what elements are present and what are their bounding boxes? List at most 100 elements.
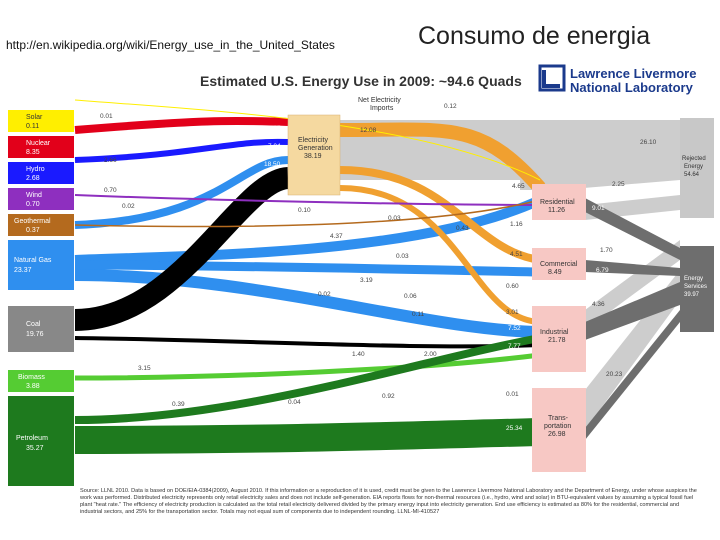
services-value: 39.97 [684, 292, 700, 298]
electricity-line2: Generation [298, 145, 333, 152]
flow-label: 1.40 [352, 351, 365, 358]
flow-paths [74, 99, 546, 454]
flow-label: 0.11 [412, 311, 425, 318]
flow-label: 0.02 [318, 291, 331, 298]
source-wind-value: 0.70 [26, 201, 40, 208]
sankey-diagram: Estimated U.S. Energy Use in 2009: ~94.6… [8, 64, 714, 515]
sector-industrial: Industrial 21.78 [532, 306, 586, 372]
imports-line2: Imports [370, 105, 394, 112]
flow-label: 20.23 [606, 371, 623, 378]
flow-label: 0.92 [382, 393, 395, 400]
source-natural-gas-name: Natural Gas [14, 257, 52, 264]
flow-label: 0.03 [396, 253, 409, 260]
diagram-title: Estimated U.S. Energy Use in 2009: ~94.6… [200, 73, 522, 89]
source-hydro: Hydro 2.68 [8, 162, 74, 184]
sector-transportation: Trans- portation 26.98 [532, 388, 586, 472]
source-petroleum: Petroleum 35.27 [8, 396, 74, 486]
flow-label: 7.52 [508, 325, 521, 332]
source-coal-name: Coal [26, 321, 41, 328]
flow-label: 12.08 [360, 127, 377, 134]
net-imports-label: Net Electricity Imports [358, 97, 401, 112]
rejected-line1: Rejected [682, 156, 706, 162]
flow-label: 8.35 [268, 125, 281, 132]
flow-label: 2.66 [104, 157, 117, 164]
flow-label: 25.34 [506, 425, 523, 432]
flow-label: 0.04 [288, 399, 301, 406]
flow-label: 7.77 [508, 343, 521, 350]
source-solar: Solar 0.11 [8, 110, 74, 132]
sector-commercial: Commercial 8.49 [532, 248, 586, 280]
footnote: Source: LLNL 2010. Data is based on DOE/… [80, 488, 697, 515]
slide-title: Consumo de energia [418, 22, 651, 50]
flow-label: 0.39 [172, 401, 185, 408]
sector-transportation-value: 26.98 [548, 431, 566, 438]
flow-label: 0.70 [104, 187, 117, 194]
source-biomass-name: Biomass [18, 374, 45, 381]
source-wind-name: Wind [26, 192, 42, 199]
flow-label: 0.43 [456, 225, 469, 232]
flow-label: 7.04 [268, 143, 281, 150]
sector-commercial-name: Commercial [540, 261, 578, 268]
source-coal: Coal 19.76 [8, 306, 74, 352]
rejected-energy-node: Rejected Energy 54.64 [680, 118, 714, 218]
flow-label: 18.50 [264, 161, 281, 168]
sector-industrial-name: Industrial [540, 329, 569, 336]
flow-label: 0.12 [444, 103, 457, 110]
flow-label: 0.02 [122, 203, 135, 210]
services-line2: Services [684, 284, 707, 290]
source-nuclear-name: Nuclear [26, 140, 51, 147]
sector-residential-name: Residential [540, 199, 575, 206]
source-hydro-name: Hydro [26, 166, 45, 173]
logo-text-line1: Lawrence Livermore [570, 66, 696, 81]
sector-industrial-value: 21.78 [548, 337, 566, 344]
source-url: http://en.wikipedia.org/wiki/Energy_use_… [6, 38, 335, 52]
flow-label: 0.60 [506, 283, 519, 290]
source-nuclear: Nuclear 8.35 [8, 136, 74, 158]
source-petroleum-value: 35.27 [26, 445, 44, 452]
imports-line1: Net Electricity [358, 97, 401, 104]
flow-label: 3.15 [138, 365, 151, 372]
electricity-line1: Electricity [298, 137, 328, 144]
flow-label: 2.25 [612, 181, 625, 188]
source-nuclear-value: 8.35 [26, 149, 40, 156]
flow-label: 2.00 [424, 351, 437, 358]
footnote-text: Source: LLNL 2010. Data is based on DOE/… [80, 488, 697, 515]
source-petroleum-name: Petroleum [16, 435, 48, 442]
flow-label: 1.70 [600, 247, 613, 254]
flow-label: 0.03 [388, 215, 401, 222]
flow-label: 0.10 [298, 207, 311, 214]
flow-label: 9.01 [592, 205, 605, 212]
flow-label: 4.65 [512, 183, 525, 190]
source-biomass: Biomass 3.88 [8, 370, 74, 392]
source-solar-name: Solar [26, 114, 43, 121]
sector-residential: Residential 11.26 [532, 184, 586, 220]
flow-label: 0.06 [404, 293, 417, 300]
source-nodes: Solar 0.11 Nuclear 8.35 Hydro 2.68 Wind … [8, 110, 74, 486]
flow-label: 4.51 [510, 251, 523, 258]
flow-label: 4.37 [330, 233, 343, 240]
source-natural-gas: Natural Gas 23.37 [8, 240, 74, 290]
source-natural-gas-value: 23.37 [14, 267, 32, 274]
electricity-generation-node: Electricity Generation 38.19 [287, 114, 341, 196]
flow-value-labels: 0.01 8.35 7.04 18.50 2.66 0.70 0.02 0.10… [100, 103, 657, 446]
flow-label: 0.01 [100, 113, 113, 120]
flow-label: 1.16 [510, 221, 523, 228]
rejected-line2: Energy [684, 164, 703, 170]
rejected-value: 54.64 [684, 172, 700, 178]
flow-label: 17.43 [596, 335, 613, 342]
source-hydro-value: 2.68 [26, 175, 40, 182]
sector-nodes: Residential 11.26 Commercial 8.49 Indust… [532, 184, 586, 472]
electricity-value: 38.19 [304, 153, 322, 160]
service-flows [585, 198, 680, 440]
source-wind: Wind 0.70 [8, 188, 74, 210]
source-geothermal-value: 0.37 [26, 227, 40, 234]
source-coal-value: 19.76 [26, 331, 44, 338]
source-biomass-value: 3.88 [26, 383, 40, 390]
services-line1: Energy [684, 276, 703, 282]
logo-text-line2: National Laboratory [570, 80, 694, 95]
flow-label: 0.01 [506, 391, 519, 398]
flow-label: 3.01 [506, 309, 519, 316]
source-geothermal: Geothermal 0.37 [8, 214, 74, 236]
sector-commercial-value: 8.49 [548, 269, 562, 276]
flow-label: 26.10 [640, 139, 657, 146]
